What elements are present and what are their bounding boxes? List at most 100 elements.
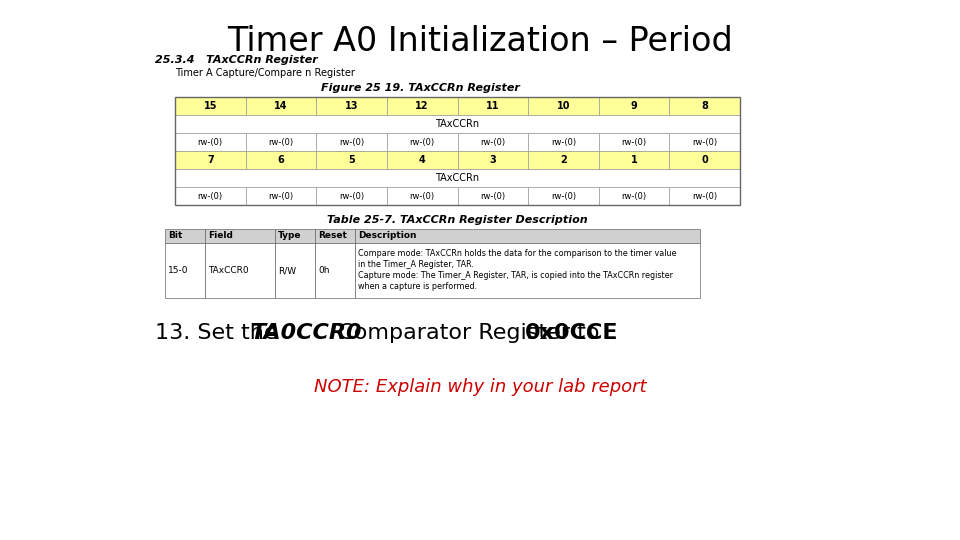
- Bar: [316, 151, 387, 169]
- Text: 15: 15: [204, 101, 217, 111]
- Text: 13: 13: [345, 101, 358, 111]
- Bar: [669, 151, 740, 169]
- Bar: [316, 133, 387, 151]
- Bar: [458, 151, 528, 169]
- Text: rw-(0): rw-(0): [339, 192, 364, 200]
- Text: rw-(0): rw-(0): [198, 138, 223, 146]
- Text: 13. Set the: 13. Set the: [155, 323, 284, 343]
- Text: 11: 11: [486, 101, 499, 111]
- Text: Timer A0 Initialization – Period: Timer A0 Initialization – Period: [228, 25, 732, 58]
- Bar: [205, 243, 275, 298]
- Bar: [528, 133, 599, 151]
- Text: 4: 4: [419, 155, 425, 165]
- Text: Type: Type: [278, 232, 301, 240]
- Text: 5: 5: [348, 155, 355, 165]
- Text: 3: 3: [490, 155, 496, 165]
- Bar: [599, 97, 669, 115]
- Text: Figure 25 19. TAxCCRn Register: Figure 25 19. TAxCCRn Register: [321, 83, 519, 93]
- Bar: [669, 187, 740, 205]
- Bar: [175, 133, 246, 151]
- Bar: [599, 133, 669, 151]
- Text: when a capture is performed.: when a capture is performed.: [358, 282, 477, 291]
- Bar: [175, 151, 246, 169]
- Bar: [275, 243, 315, 298]
- Text: TA0CCR0: TA0CCR0: [251, 323, 363, 343]
- Text: 0x0CCE: 0x0CCE: [524, 323, 618, 343]
- Text: rw-(0): rw-(0): [621, 192, 647, 200]
- Bar: [175, 97, 740, 205]
- Text: 15-0: 15-0: [168, 266, 188, 275]
- Bar: [355, 229, 700, 243]
- Bar: [246, 151, 316, 169]
- Text: R/W: R/W: [278, 266, 296, 275]
- Bar: [175, 115, 740, 133]
- Bar: [387, 187, 458, 205]
- Bar: [458, 97, 528, 115]
- Bar: [528, 187, 599, 205]
- Text: Timer A Capture/Compare n Register: Timer A Capture/Compare n Register: [175, 68, 355, 78]
- Text: 14: 14: [275, 101, 288, 111]
- Bar: [165, 229, 205, 243]
- Text: Description: Description: [358, 232, 417, 240]
- Bar: [458, 187, 528, 205]
- Bar: [599, 187, 669, 205]
- Bar: [315, 243, 355, 298]
- Bar: [387, 151, 458, 169]
- Bar: [528, 97, 599, 115]
- Text: rw-(0): rw-(0): [339, 138, 364, 146]
- Text: Capture mode: The Timer_A Register, TAR, is copied into the TAxCCRn register: Capture mode: The Timer_A Register, TAR,…: [358, 271, 673, 280]
- Bar: [669, 133, 740, 151]
- Bar: [246, 187, 316, 205]
- Text: rw-(0): rw-(0): [621, 138, 647, 146]
- Bar: [315, 229, 355, 243]
- Text: TAxCCRn: TAxCCRn: [436, 119, 480, 129]
- Text: 7: 7: [207, 155, 214, 165]
- Text: Comparator Register to: Comparator Register to: [324, 323, 607, 343]
- Bar: [458, 133, 528, 151]
- Text: TAxCCR0: TAxCCR0: [208, 266, 249, 275]
- Bar: [316, 97, 387, 115]
- Text: 8: 8: [701, 101, 708, 111]
- Bar: [599, 151, 669, 169]
- Bar: [387, 133, 458, 151]
- Bar: [175, 97, 246, 115]
- Text: rw-(0): rw-(0): [551, 192, 576, 200]
- Text: rw-(0): rw-(0): [198, 192, 223, 200]
- Text: rw-(0): rw-(0): [480, 138, 505, 146]
- Text: TAxCCRn: TAxCCRn: [436, 173, 480, 183]
- Text: 6: 6: [277, 155, 284, 165]
- Text: Field: Field: [208, 232, 233, 240]
- Bar: [275, 229, 315, 243]
- Text: rw-(0): rw-(0): [551, 138, 576, 146]
- Text: 12: 12: [416, 101, 429, 111]
- Text: 2: 2: [560, 155, 566, 165]
- Text: 25.3.4   TAxCCRn Register: 25.3.4 TAxCCRn Register: [155, 55, 318, 65]
- Text: rw-(0): rw-(0): [692, 192, 717, 200]
- Bar: [205, 229, 275, 243]
- Bar: [246, 133, 316, 151]
- Text: Table 25-7. TAxCCRn Register Description: Table 25-7. TAxCCRn Register Description: [327, 215, 588, 225]
- Bar: [165, 243, 205, 298]
- Text: NOTE: Explain why in your lab report: NOTE: Explain why in your lab report: [314, 378, 646, 396]
- Bar: [175, 187, 246, 205]
- Text: Bit: Bit: [168, 232, 182, 240]
- Text: rw-(0): rw-(0): [410, 192, 435, 200]
- Text: 10: 10: [557, 101, 570, 111]
- Text: Compare mode: TAxCCRn holds the data for the comparison to the timer value: Compare mode: TAxCCRn holds the data for…: [358, 249, 677, 258]
- Text: 0h: 0h: [318, 266, 329, 275]
- Text: rw-(0): rw-(0): [692, 138, 717, 146]
- Text: rw-(0): rw-(0): [410, 138, 435, 146]
- Bar: [387, 97, 458, 115]
- Bar: [528, 151, 599, 169]
- Bar: [246, 97, 316, 115]
- Text: rw-(0): rw-(0): [269, 138, 294, 146]
- Text: 0: 0: [702, 155, 708, 165]
- Bar: [175, 169, 740, 187]
- Text: Reset: Reset: [318, 232, 347, 240]
- Text: rw-(0): rw-(0): [269, 192, 294, 200]
- Bar: [669, 97, 740, 115]
- Text: rw-(0): rw-(0): [480, 192, 505, 200]
- Text: 9: 9: [631, 101, 637, 111]
- Bar: [316, 187, 387, 205]
- Text: in the Timer_A Register, TAR.: in the Timer_A Register, TAR.: [358, 260, 474, 269]
